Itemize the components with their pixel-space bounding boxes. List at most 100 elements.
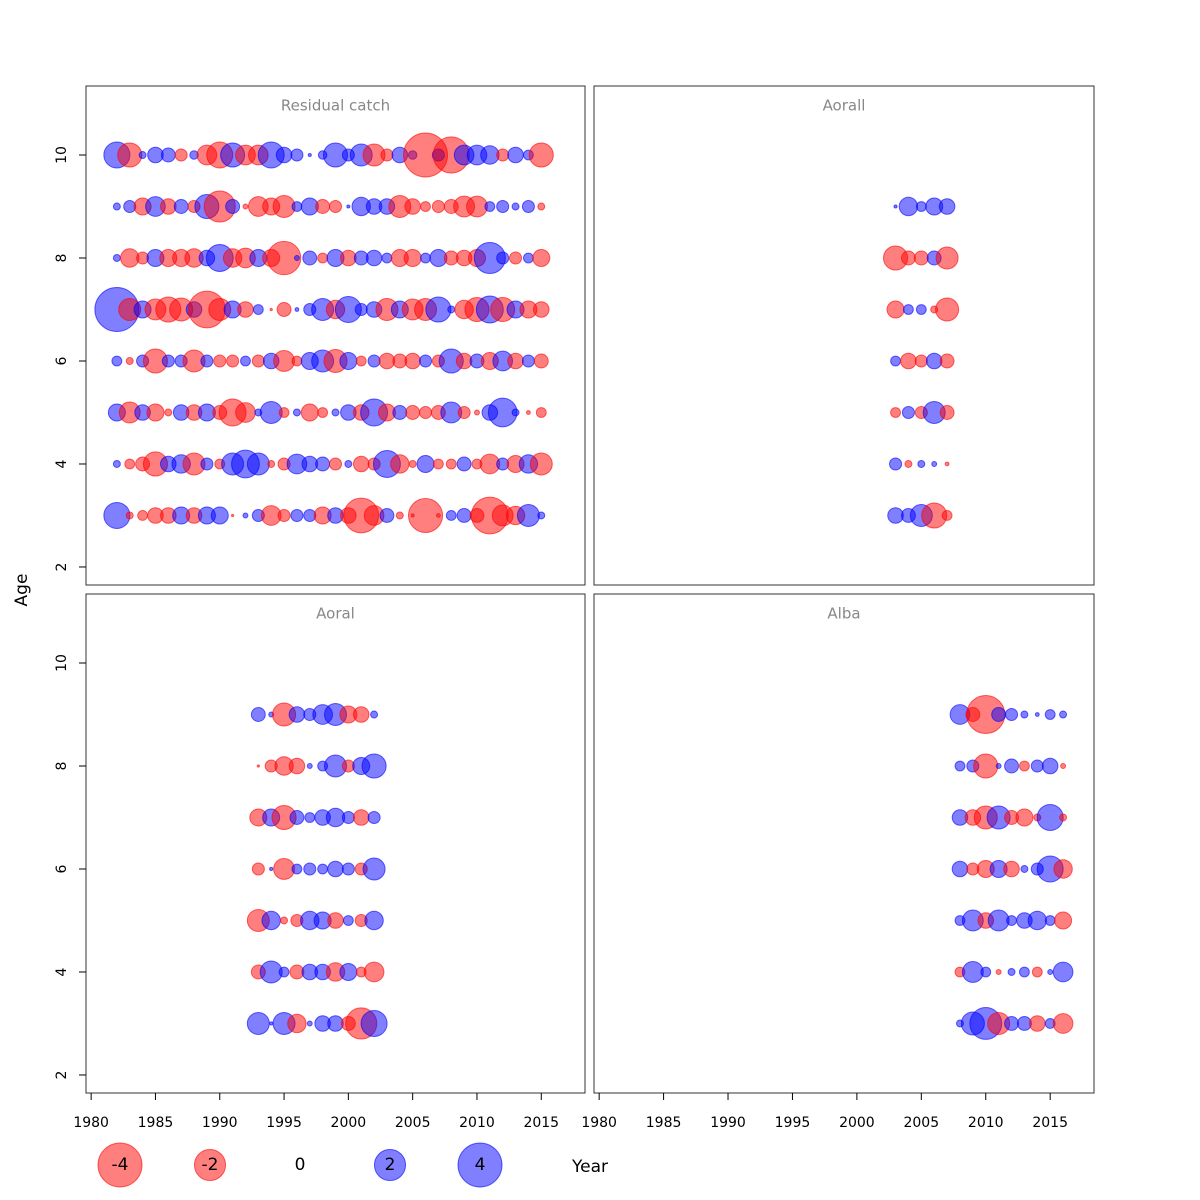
bubble [289, 810, 305, 825]
bubble [1047, 969, 1054, 975]
bubble [317, 863, 329, 875]
bubble [1006, 915, 1017, 926]
bubble [890, 355, 901, 367]
bubble [261, 910, 281, 931]
bubble [1060, 763, 1067, 769]
bubble [341, 862, 355, 876]
y-tick-label: 6 [54, 864, 70, 873]
bubble [200, 354, 214, 368]
bubble [266, 240, 302, 276]
y-tick-label: 4 [54, 459, 70, 468]
bubble [362, 857, 386, 881]
bubble [951, 860, 969, 878]
y-tick-label: 2 [54, 563, 70, 572]
bubble [278, 966, 290, 978]
legend-bubble [457, 1142, 503, 1188]
bubble [240, 355, 251, 367]
bubble [360, 1009, 388, 1037]
bubble [237, 301, 254, 318]
bubble [273, 858, 295, 880]
bubble [367, 810, 381, 825]
bubble [408, 460, 417, 468]
bubble [890, 407, 901, 418]
x-tick-label: 2015 [1032, 1115, 1068, 1131]
bubble [1041, 757, 1059, 775]
panel-title: Residual catch [281, 97, 390, 115]
bubble [509, 251, 523, 265]
bubble [405, 405, 421, 420]
bubble [292, 408, 301, 417]
bubble [1020, 865, 1029, 873]
bubble [900, 352, 917, 370]
bubble [174, 148, 188, 162]
bubble [225, 199, 241, 214]
y-tick-label: 10 [54, 654, 70, 672]
bubble [995, 763, 1002, 769]
bubble [288, 706, 306, 723]
bubble [425, 296, 452, 323]
bubble [528, 142, 554, 168]
bubble [252, 304, 264, 315]
bubble [307, 152, 312, 158]
legend-label: 4 [475, 1155, 486, 1175]
bubble [213, 354, 227, 368]
bubble [1052, 961, 1074, 983]
bubble [392, 405, 408, 420]
bubble [901, 405, 915, 420]
bubble [328, 457, 343, 471]
bubble [111, 355, 123, 367]
bubble [991, 707, 1007, 722]
bubble [276, 302, 292, 317]
bubble [269, 1021, 274, 1026]
x-tick-label: 1980 [581, 1115, 617, 1131]
bubble [278, 407, 290, 418]
legend-label: -4 [112, 1155, 129, 1175]
bubble [931, 461, 938, 467]
panel-frame [593, 85, 1095, 586]
bubble [529, 452, 553, 476]
bubble [364, 910, 384, 931]
bubble [277, 508, 291, 523]
bubble [886, 300, 905, 319]
bubble [445, 458, 457, 470]
y-tick-label: 2 [54, 1071, 70, 1080]
bubble [535, 407, 547, 418]
bubble [917, 460, 926, 468]
bubble [904, 460, 913, 468]
bubble [1004, 1016, 1019, 1031]
bubble [435, 513, 441, 518]
bubble [346, 204, 351, 209]
y-tick-label: 10 [54, 146, 70, 164]
bubble [1018, 966, 1030, 978]
bubble [1053, 859, 1073, 879]
bubble [124, 458, 136, 470]
bubble [1004, 758, 1019, 774]
bubble [537, 511, 546, 520]
panel-frame [593, 593, 1095, 1094]
x-tick-label: 1985 [646, 1115, 682, 1131]
bubble [161, 354, 175, 368]
bubble [893, 204, 898, 209]
bubble [226, 354, 240, 368]
y-tick-label: 4 [54, 967, 70, 976]
bubble [290, 148, 304, 162]
bubble [898, 196, 919, 217]
x-tick-label: 2010 [459, 1115, 495, 1131]
bubble [235, 402, 256, 423]
bubble [938, 198, 956, 215]
bubble [339, 351, 358, 371]
bubble [112, 202, 121, 211]
legend-label: 2 [385, 1155, 396, 1175]
bubble [242, 512, 249, 519]
bubble [315, 199, 331, 214]
bubble [419, 354, 433, 368]
bubble [404, 198, 421, 215]
bubble [275, 146, 293, 164]
x-axis-label: Year [571, 1157, 608, 1177]
bubble [125, 357, 134, 365]
bubble [200, 457, 214, 471]
x-tick-label: 1990 [710, 1115, 746, 1131]
bubble [315, 456, 331, 472]
bubble [302, 250, 318, 266]
x-tick-label: 2000 [839, 1115, 875, 1131]
